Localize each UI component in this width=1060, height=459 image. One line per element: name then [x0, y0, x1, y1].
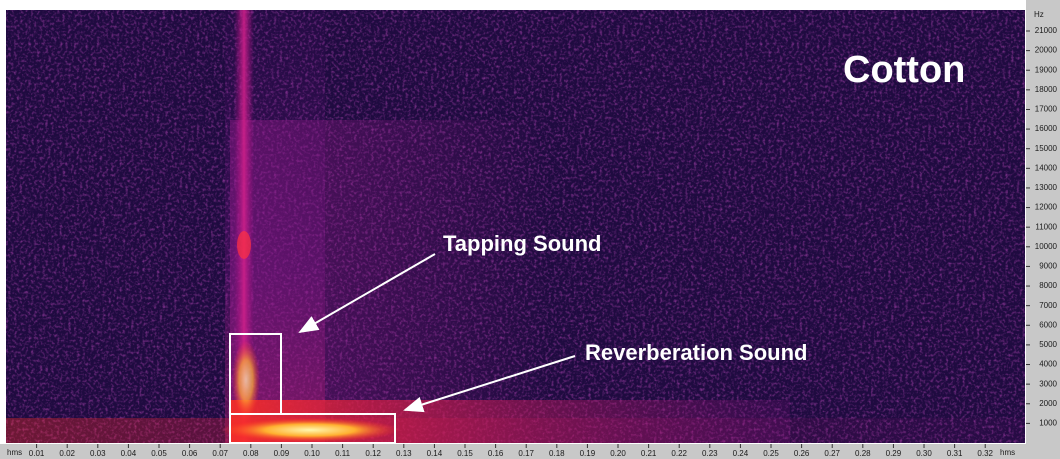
x-tick-label: 0.15	[457, 449, 473, 458]
chart-title: Cotton	[843, 49, 965, 91]
x-tick-label: 0.32	[977, 449, 993, 458]
y-unit: Hz	[1034, 10, 1044, 19]
x-tick-label: 0.31	[947, 449, 963, 458]
x-unit: hms	[1000, 448, 1015, 457]
x-tick-label: 0.28	[855, 449, 871, 458]
x-tick-label: 0.19	[580, 449, 596, 458]
x-tick-label: 0.24	[733, 449, 749, 458]
x-tick-label: 0.23	[702, 449, 718, 458]
annotation: Tapping Sound	[443, 231, 601, 256]
y-tick-label: 10000	[1035, 242, 1058, 251]
x-tick-label: 0.08	[243, 449, 259, 458]
y-tick-label: 1000	[1039, 418, 1057, 427]
x-tick-label: 0.27	[824, 449, 840, 458]
x-tick-label: 0.22	[671, 449, 687, 458]
y-tick-label: 9000	[1039, 262, 1057, 271]
y-tick-label: 13000	[1035, 183, 1058, 192]
x-tick-label: 0.18	[549, 449, 565, 458]
y-tick-label: 12000	[1035, 203, 1058, 212]
spectrogram-chart: Tapping Sound Reverberation Sound Cotton…	[0, 0, 1060, 459]
x-tick-label: 0.07	[212, 449, 228, 458]
x-tick-label: 0.05	[151, 449, 167, 458]
x-tick-label: 0.14	[427, 449, 443, 458]
x-tick-label: 0.11	[335, 449, 351, 458]
x-tick-label: 0.09	[274, 449, 290, 458]
y-tick-label: 2000	[1039, 399, 1057, 408]
x-tick-label: 0.01	[29, 449, 45, 458]
y-tick-label: 17000	[1035, 105, 1058, 114]
x-tick-label: 0.26	[794, 449, 810, 458]
x-tick-label: 0.06	[182, 449, 198, 458]
y-tick-label: 7000	[1039, 301, 1057, 310]
y-tick-label: 3000	[1039, 379, 1057, 388]
x-tick-label: 0.25	[763, 449, 779, 458]
x-tick-label: 0.17	[518, 449, 534, 458]
x-tick-label: 0.02	[59, 449, 75, 458]
x-tick-label: 0.16	[488, 449, 504, 458]
x-tick-label: 0.29	[886, 449, 902, 458]
y-tick-label: 20000	[1035, 46, 1058, 55]
x-tick-label: 0.03	[90, 449, 106, 458]
x-tick-label: 0.21	[641, 449, 657, 458]
x-tick-label: 0.12	[365, 449, 381, 458]
x-tick-label: 0.04	[121, 449, 137, 458]
y-tick-label: 5000	[1039, 340, 1057, 349]
x-tick-label: 0.20	[610, 449, 626, 458]
x-tick-label: 0.10	[304, 449, 320, 458]
x-tick-label: 0.30	[916, 449, 932, 458]
y-tick-label: 19000	[1035, 65, 1058, 74]
y-tick-label: 4000	[1039, 360, 1057, 369]
y-tick-label: 21000	[1035, 26, 1058, 35]
x-unit: hms	[7, 448, 22, 457]
annotation: Reverberation Sound	[585, 340, 807, 365]
y-tick-label: 11000	[1035, 222, 1057, 231]
y-tick-label: 15000	[1035, 144, 1058, 153]
y-tick-label: 18000	[1035, 85, 1058, 94]
y-tick-label: 14000	[1035, 163, 1058, 172]
y-tick-label: 16000	[1035, 124, 1058, 133]
y-tick-label: 8000	[1039, 281, 1057, 290]
x-tick-label: 0.13	[396, 449, 412, 458]
y-tick-label: 6000	[1039, 320, 1057, 329]
